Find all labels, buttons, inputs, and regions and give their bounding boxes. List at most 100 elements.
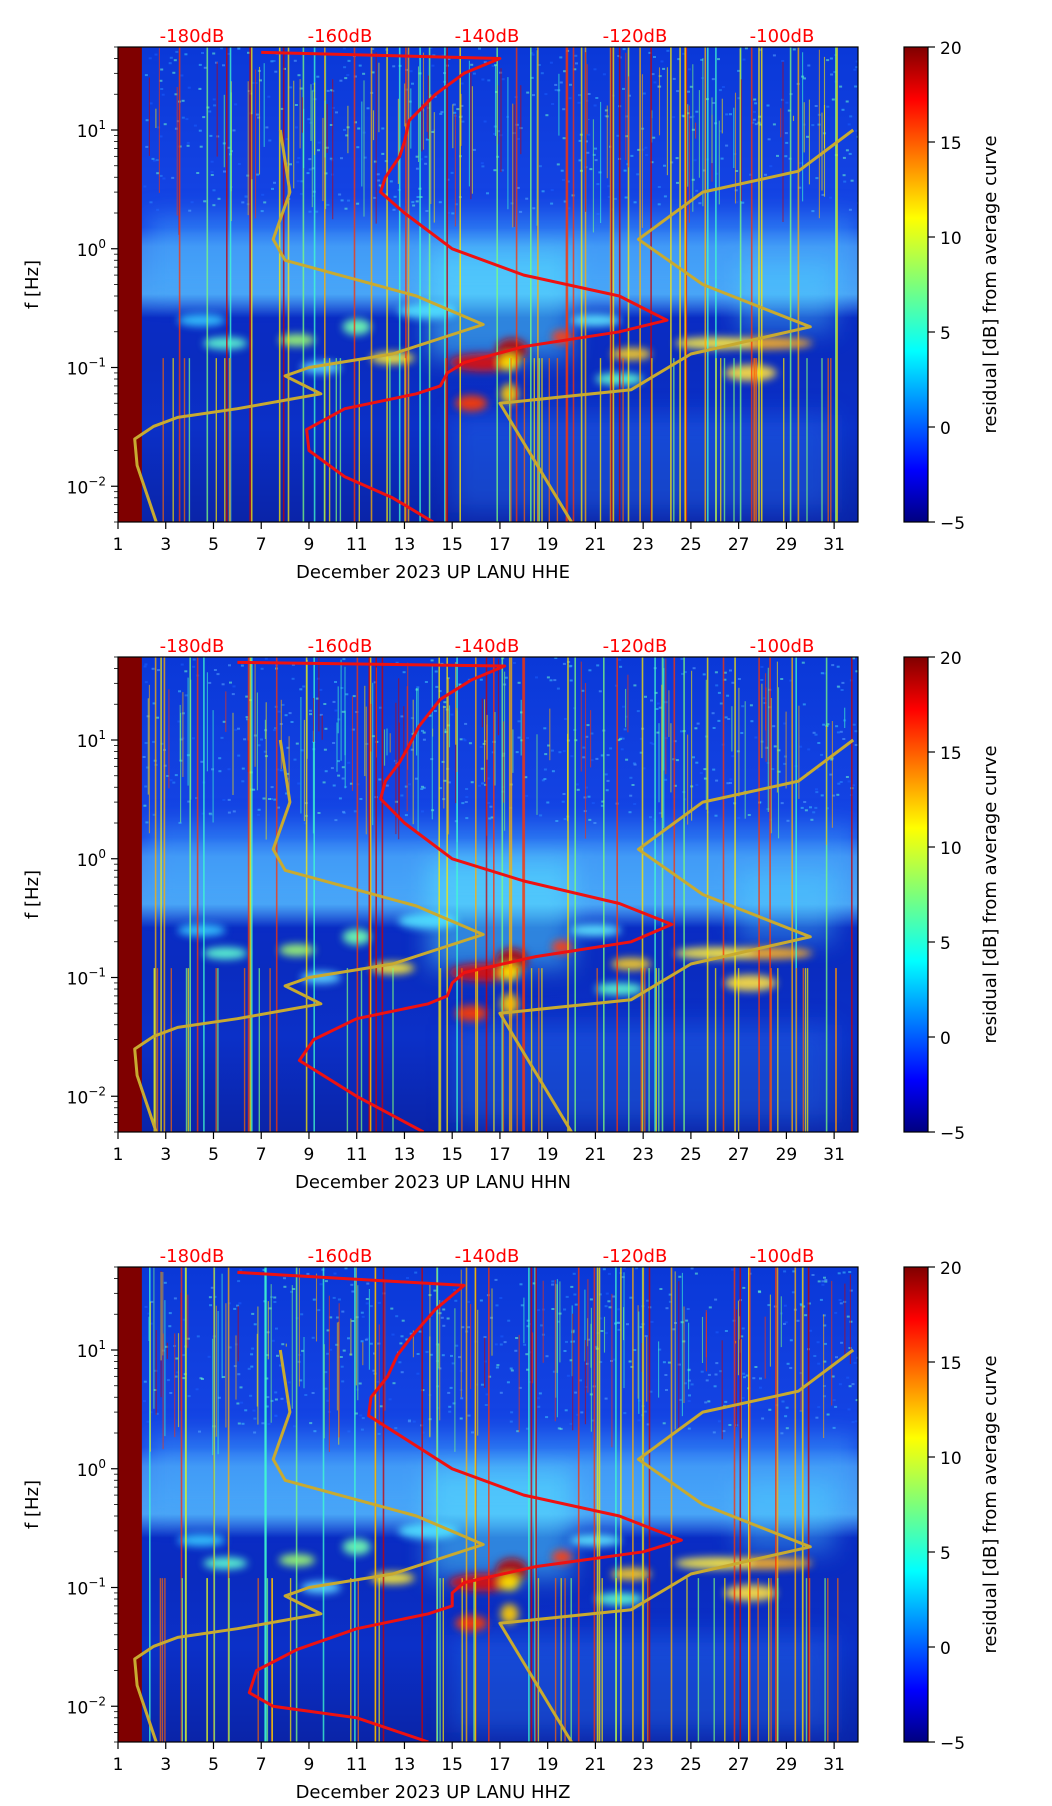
y-tick-label: 10−2 bbox=[67, 1694, 106, 1718]
colorbar-tick-label: 10 bbox=[940, 839, 962, 859]
x-tick-label: 11 bbox=[346, 1145, 368, 1165]
x-axis-title: December 2023 UP LANU HHZ bbox=[296, 1782, 571, 1803]
x-axis: 1 3 5 7 9 11 13 15 17 19 21 23 25 27 29 31 bbox=[113, 1132, 845, 1165]
x-tick-label: 3 bbox=[160, 1145, 171, 1165]
heatmap-streaks bbox=[148, 1267, 851, 1742]
heatmap-streaks bbox=[148, 47, 838, 522]
colorbar: 20 15 10 5 0 −5 residual [dB] from average cur… bbox=[903, 1259, 1001, 1754]
colorbar-tick-label: −5 bbox=[940, 1734, 965, 1754]
colorbar-tick-label: 0 bbox=[940, 1029, 951, 1049]
colorbar-title: residual [dB] from average curve bbox=[980, 135, 1001, 433]
x-tick-label: 15 bbox=[441, 1755, 463, 1775]
x-tick-label: 27 bbox=[728, 1755, 750, 1775]
x-tick-label: 9 bbox=[304, 1755, 315, 1775]
db-label: -140dB bbox=[455, 1246, 520, 1267]
db-axis: -180dB -160dB -140dB -120dB -100dB bbox=[160, 636, 815, 657]
y-axis: 10−2 10−1 100 101 bbox=[67, 46, 118, 523]
colorbar-tick-label: 15 bbox=[940, 134, 962, 154]
db-label: -180dB bbox=[160, 1246, 225, 1267]
x-tick-label: 9 bbox=[304, 1145, 315, 1165]
x-tick-label: 13 bbox=[394, 535, 416, 555]
y-tick-label: 10−2 bbox=[67, 474, 106, 498]
y-axis: 10−2 10−1 100 101 bbox=[67, 1266, 118, 1743]
x-tick-label: 25 bbox=[680, 535, 702, 555]
x-tick-label: 9 bbox=[304, 535, 315, 555]
noise-model-curve bbox=[498, 128, 855, 522]
x-tick-label: 23 bbox=[632, 535, 654, 555]
x-tick-label: 13 bbox=[394, 1755, 416, 1775]
db-label: -160dB bbox=[308, 636, 373, 657]
colorbar-tick-label: −5 bbox=[940, 1124, 965, 1144]
db-label: -140dB bbox=[455, 26, 520, 47]
noise-model-curve bbox=[498, 738, 855, 1132]
y-axis: 10−2 10−1 100 101 bbox=[67, 656, 118, 1133]
x-tick-label: 3 bbox=[160, 1755, 171, 1775]
colorbar-tick-label: 15 bbox=[940, 744, 962, 764]
noise-model-curve bbox=[498, 1348, 855, 1742]
x-tick-label: 27 bbox=[728, 535, 750, 555]
x-tick-label: 23 bbox=[632, 1755, 654, 1775]
x-tick-label: 7 bbox=[256, 1755, 267, 1775]
noise-model-curve bbox=[133, 1349, 485, 1742]
y-tick-label: 10−2 bbox=[67, 1084, 106, 1108]
heatmap bbox=[118, 657, 858, 1132]
no-data-column bbox=[118, 657, 142, 1132]
colorbar-gradient bbox=[903, 656, 929, 1133]
y-tick-label: 101 bbox=[77, 118, 106, 142]
colorbar-tick-label: 5 bbox=[940, 1544, 951, 1564]
y-tick-label: 100 bbox=[77, 1457, 106, 1481]
db-axis: -180dB -160dB -140dB -120dB -100dB bbox=[160, 1246, 815, 1267]
x-tick-label: 15 bbox=[441, 1145, 463, 1165]
db-label: -100dB bbox=[750, 636, 815, 657]
average-psd-curve bbox=[237, 1270, 683, 1742]
x-axis-title: December 2023 UP LANU HHE bbox=[296, 562, 570, 583]
x-tick-label: 5 bbox=[208, 1755, 219, 1775]
x-tick-label: 29 bbox=[776, 1145, 798, 1165]
colorbar: 20 15 10 5 0 −5 residual [dB] from average cur… bbox=[903, 39, 1001, 534]
colorbar-tick-label: −5 bbox=[940, 514, 965, 534]
x-tick-label: 27 bbox=[728, 1145, 750, 1165]
x-tick-label: 19 bbox=[537, 1755, 559, 1775]
db-label: -120dB bbox=[603, 1246, 668, 1267]
no-data-column bbox=[118, 47, 142, 522]
colorbar-tick-label: 15 bbox=[940, 1354, 962, 1374]
y-tick-label: 100 bbox=[77, 237, 106, 261]
y-tick-label: 10−1 bbox=[67, 1576, 106, 1600]
y-tick-label: 10−1 bbox=[67, 966, 106, 990]
x-tick-label: 3 bbox=[160, 535, 171, 555]
x-axis: 1 3 5 7 9 11 13 15 17 19 21 23 25 27 29 31 bbox=[113, 522, 845, 555]
x-tick-label: 11 bbox=[346, 1755, 368, 1775]
x-tick-label: 25 bbox=[680, 1755, 702, 1775]
x-tick-label: 5 bbox=[208, 535, 219, 555]
db-label: -180dB bbox=[160, 636, 225, 657]
x-axis: 1 3 5 7 9 11 13 15 17 19 21 23 25 27 29 31 bbox=[113, 1742, 845, 1775]
average-psd-curve bbox=[261, 50, 669, 522]
colorbar-gradient bbox=[903, 1266, 929, 1743]
colorbar-tick-label: 5 bbox=[940, 934, 951, 954]
y-tick-label: 10−1 bbox=[67, 356, 106, 380]
x-tick-label: 17 bbox=[489, 1145, 511, 1165]
x-tick-label: 7 bbox=[256, 1145, 267, 1165]
y-tick-label: 101 bbox=[77, 728, 106, 752]
colorbar-tick-label: 0 bbox=[940, 419, 951, 439]
x-tick-label: 15 bbox=[441, 535, 463, 555]
x-tick-label: 19 bbox=[537, 535, 559, 555]
colorbar: 20 15 10 5 0 −5 residual [dB] from average cur… bbox=[903, 649, 1001, 1144]
y-tick-label: 101 bbox=[77, 1338, 106, 1362]
x-tick-label: 5 bbox=[208, 1145, 219, 1165]
average-psd-curve bbox=[237, 660, 674, 1132]
x-tick-label: 13 bbox=[394, 1145, 416, 1165]
heatmap bbox=[118, 1267, 858, 1742]
x-tick-label: 31 bbox=[823, 535, 845, 555]
x-tick-label: 7 bbox=[256, 535, 267, 555]
x-tick-label: 21 bbox=[585, 1755, 607, 1775]
db-label: -120dB bbox=[603, 26, 668, 47]
x-tick-label: 21 bbox=[585, 1145, 607, 1165]
y-tick-label: 100 bbox=[77, 847, 106, 871]
db-label: -140dB bbox=[455, 636, 520, 657]
heatmap bbox=[118, 47, 858, 522]
colorbar-tick-label: 20 bbox=[940, 649, 962, 669]
